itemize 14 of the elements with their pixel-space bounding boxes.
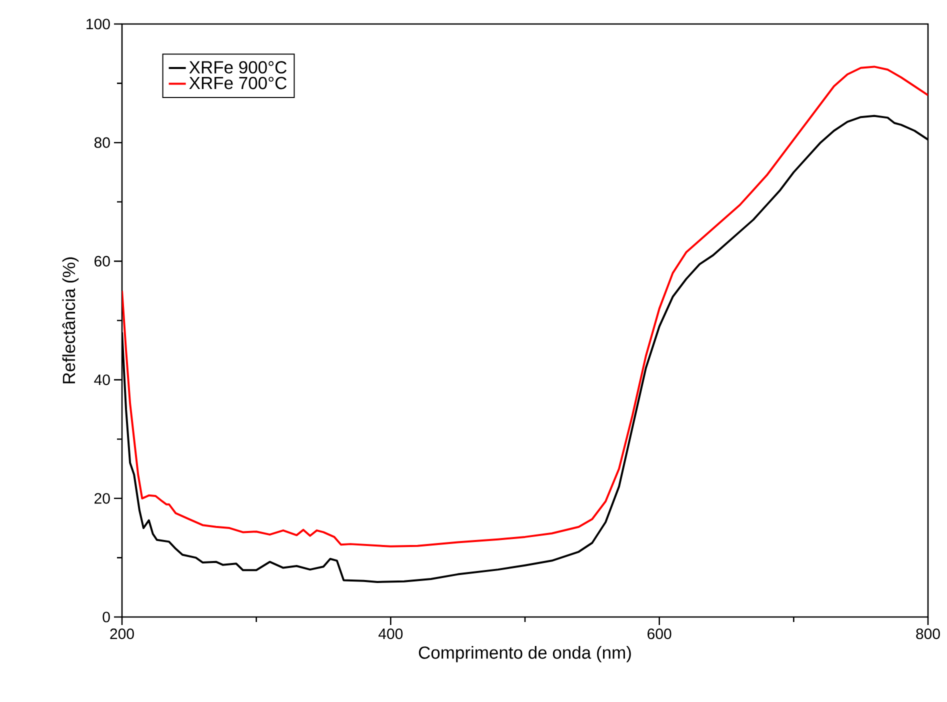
x-tick-label: 600 <box>648 628 672 640</box>
y-tick-label: 20 <box>94 493 110 504</box>
y-tick-label: 100 <box>86 18 110 30</box>
y-tick-label: 0 <box>102 612 110 622</box>
x-tick-label: 400 <box>378 628 403 640</box>
x-tick-label: 200 <box>110 628 134 640</box>
x-axis-title: Comprimento de onda (nm) <box>418 646 631 662</box>
legend-label: XRFe 700°C <box>189 76 287 90</box>
legend-label: XRFe 900°C <box>189 61 287 74</box>
y-axis-title: Reflectância (%) <box>62 257 79 384</box>
y-tick-label: 80 <box>94 137 110 148</box>
x-tick-label: 800 <box>916 628 940 640</box>
y-tick-label: 40 <box>94 374 110 386</box>
y-tick-label: 60 <box>94 256 110 266</box>
